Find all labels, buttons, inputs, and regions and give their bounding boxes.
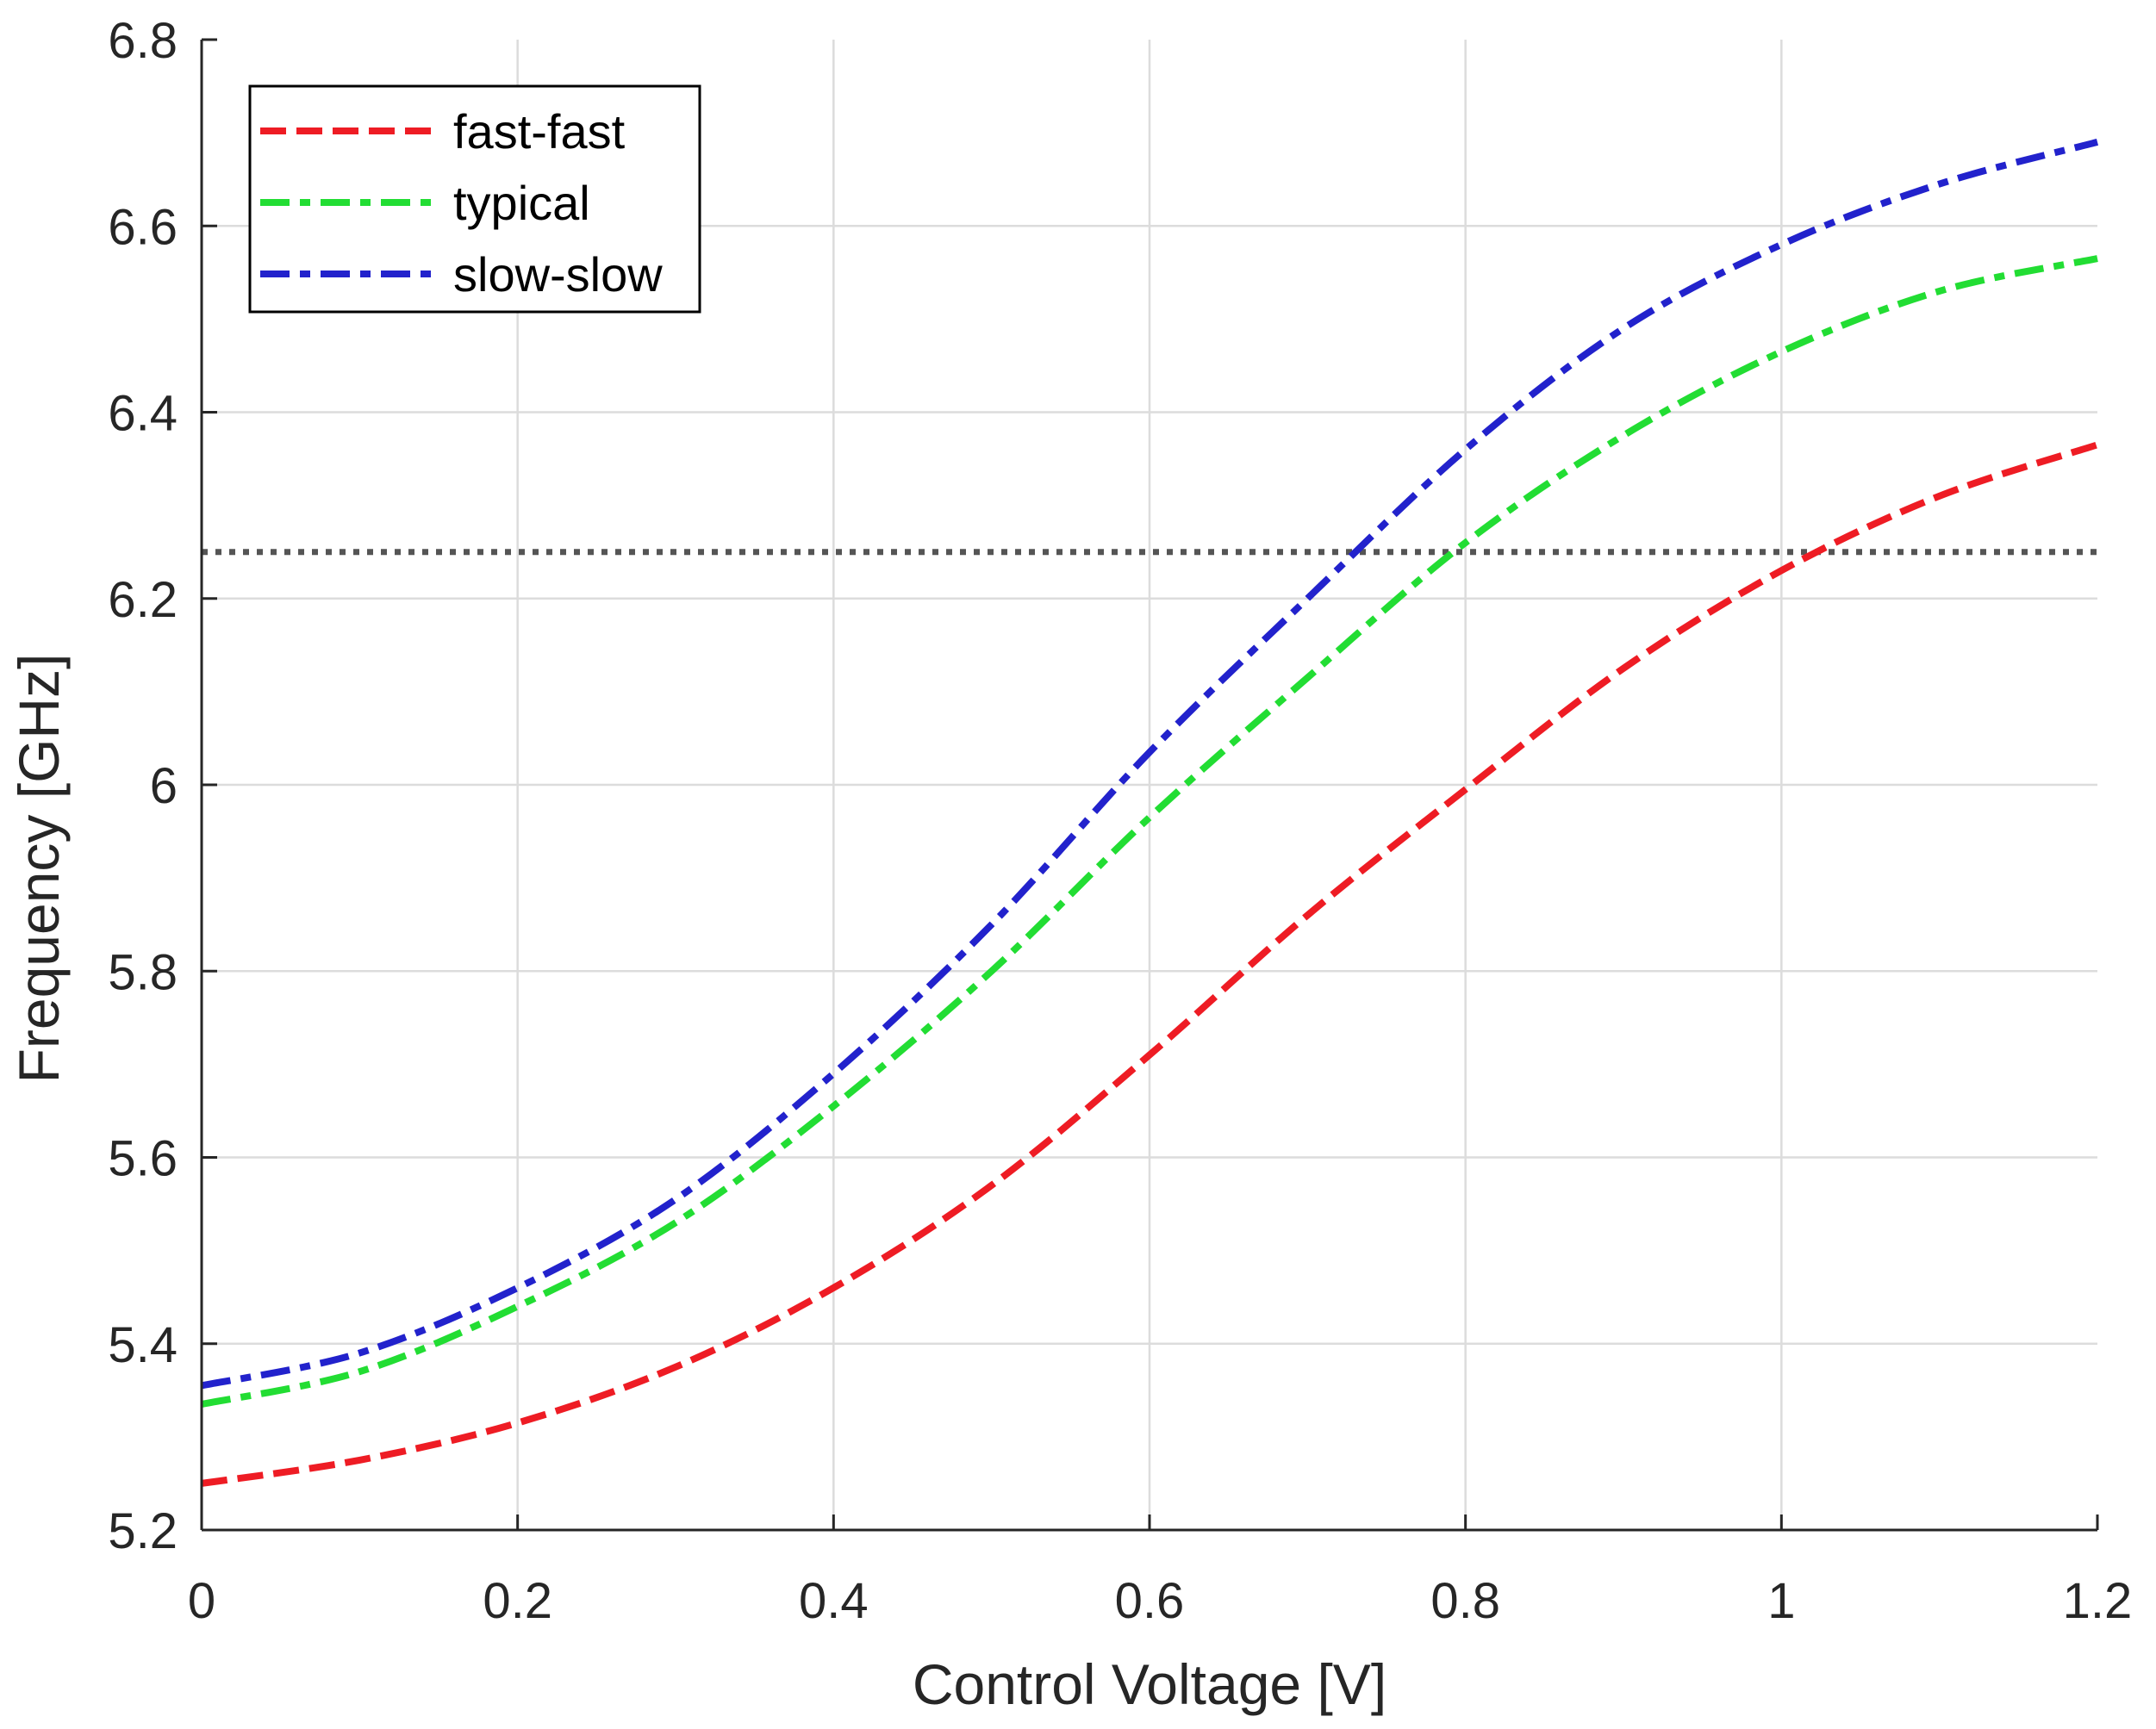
y-axis-title: Frequency [GHz] [7, 654, 71, 1084]
axes [200, 38, 2099, 1532]
series-line-slow-slow [201, 139, 2099, 1390]
y-tick-label: 6 [150, 758, 178, 814]
legend: fast-fast typical slow-slow [248, 84, 701, 314]
series-lines [201, 139, 2099, 1487]
x-tick-label: 0.8 [1430, 1573, 1500, 1629]
y-tick-label: 6.2 [108, 572, 178, 628]
y-tick-label: 5.8 [108, 944, 178, 1000]
x-tick-label: 1.2 [2063, 1573, 2133, 1629]
grid [202, 40, 2097, 1530]
series-line-typical [201, 255, 2098, 1408]
y-tick-label: 5.2 [108, 1503, 178, 1559]
x-tick-label: 0.6 [1115, 1573, 1185, 1629]
x-tick-labels: 0 0.2 0.4 0.6 0.8 1 1.2 [188, 1573, 2132, 1629]
y-tick-label: 6.4 [108, 386, 178, 442]
x-tick-label: 0.4 [799, 1573, 869, 1629]
x-tick-label: 0 [188, 1573, 215, 1629]
legend-label-typical: typical [453, 176, 590, 230]
y-tick-label: 6.6 [108, 199, 178, 255]
x-tick-label: 1 [1767, 1573, 1795, 1629]
y-tick-label: 5.6 [108, 1131, 178, 1187]
y-tick-labels: 5.2 5.4 5.6 5.8 6 6.2 6.4 6.6 6.8 [108, 13, 178, 1559]
x-axis-title: Control Voltage [V] [913, 1652, 1386, 1716]
y-tick-label: 6.8 [108, 13, 178, 69]
y-tick-label: 5.4 [108, 1317, 178, 1373]
legend-label-slow-slow: slow-slow [453, 247, 663, 302]
legend-label-fast-fast: fast-fast [453, 104, 626, 159]
series-line-fast-fast [201, 441, 2099, 1487]
x-tick-label: 0.2 [483, 1573, 552, 1629]
